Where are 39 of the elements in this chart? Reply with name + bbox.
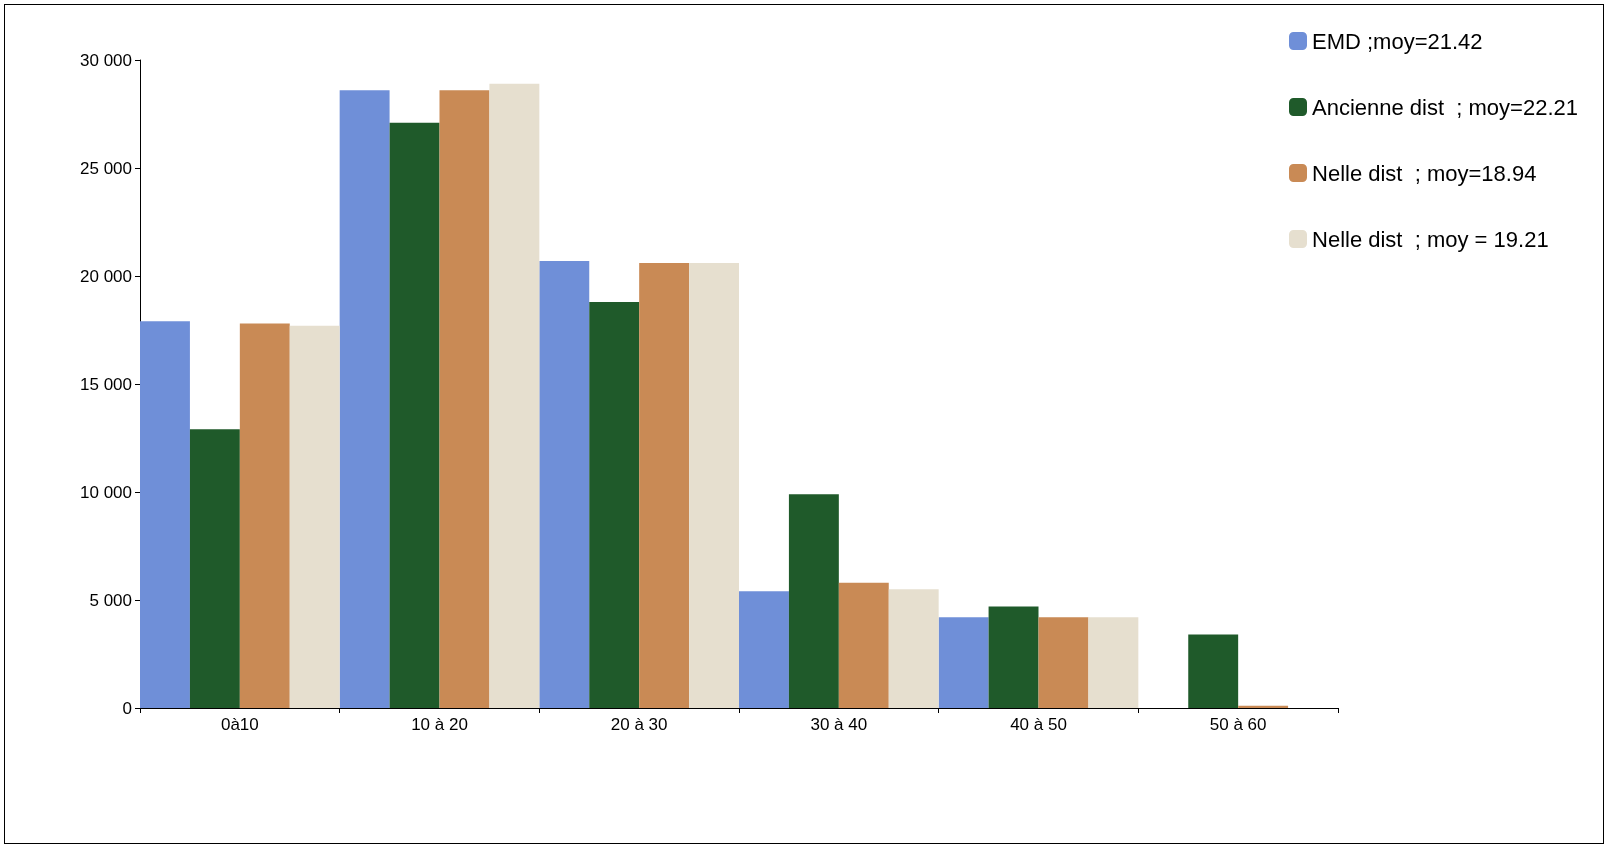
legend-label: EMD ;moy=21.42 xyxy=(1312,28,1483,54)
y-tick-label: 0 xyxy=(122,698,132,718)
x-tick-label: 40 à 50 xyxy=(1010,715,1067,734)
legend-label: Nelle dist ; moy = 19.21 xyxy=(1312,226,1549,252)
y-tick-label: 25 000 xyxy=(80,158,132,178)
x-tick-label: 50 à 60 xyxy=(1209,715,1267,734)
bar xyxy=(589,301,640,708)
bar xyxy=(1188,634,1239,708)
y-tick-label: 10 000 xyxy=(80,482,132,502)
bar xyxy=(439,90,490,708)
y-tick-label: 5 000 xyxy=(89,590,132,610)
legend-label: Nelle dist ; moy=18.94 xyxy=(1312,160,1537,186)
x-tick-label: 0à10 xyxy=(220,715,259,734)
bar xyxy=(539,260,590,708)
bar xyxy=(189,429,240,708)
bar xyxy=(489,83,540,708)
bar xyxy=(140,321,190,708)
bar xyxy=(339,90,390,708)
x-tick-label: 10 à 20 xyxy=(411,715,468,734)
bar xyxy=(239,323,290,708)
x-tick-label: 30 à 40 xyxy=(810,715,868,734)
bar xyxy=(689,263,739,708)
legend-label: Ancienne dist ; moy=22.21 xyxy=(1312,94,1578,120)
bar xyxy=(639,263,690,708)
bar xyxy=(389,122,440,708)
y-tick-label: 15 000 xyxy=(80,374,132,394)
bar xyxy=(838,582,889,708)
bar xyxy=(1238,705,1289,708)
y-tick-label: 30 000 xyxy=(80,50,132,70)
bar xyxy=(1038,617,1089,708)
bar xyxy=(938,617,989,708)
y-tick-label: 20 000 xyxy=(80,266,132,286)
bar xyxy=(289,325,340,708)
bar xyxy=(1088,617,1139,708)
bar xyxy=(988,606,1039,708)
bar xyxy=(788,494,839,708)
x-tick-label: 20 à 30 xyxy=(610,715,668,734)
bar xyxy=(888,589,939,708)
bar xyxy=(739,591,789,708)
